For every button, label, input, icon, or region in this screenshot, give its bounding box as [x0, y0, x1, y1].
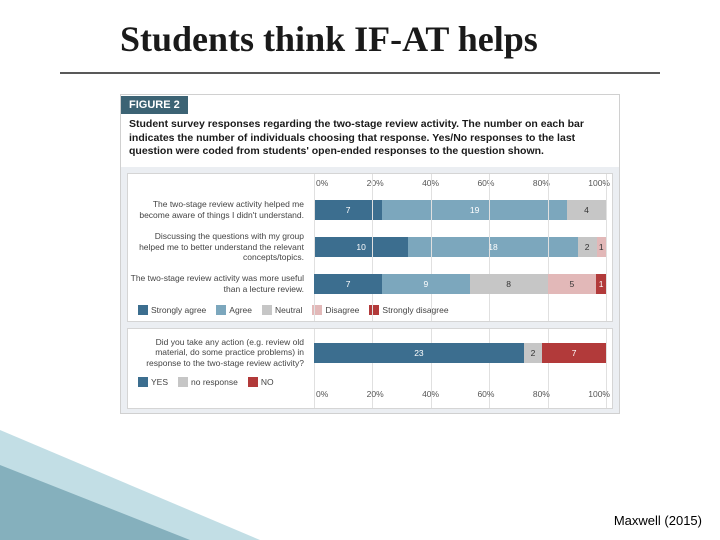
bar-segment-agree: 9	[382, 274, 470, 294]
axis-tick: 0%	[316, 178, 328, 188]
figure-caption: Student survey responses regarding the t…	[121, 114, 619, 167]
axis-top-1: 0% 20% 40% 60% 80% 100%	[128, 178, 612, 193]
axis-tick: 80%	[533, 389, 550, 399]
bar-segment-disagree: 1	[597, 237, 606, 257]
bar-segment-strongly_agree: 10	[314, 237, 408, 257]
axis-tick: 40%	[422, 178, 439, 188]
bar-track: 7194	[314, 200, 606, 220]
legend-1: Strongly agree Agree Neutral Disagree Strong…	[128, 301, 612, 317]
bar-segment-no_response: 2	[524, 343, 542, 363]
axis-tick: 60%	[477, 389, 494, 399]
figure-header: FIGURE 2	[121, 96, 188, 114]
legend-label: Strongly agree	[151, 305, 206, 315]
bar-segment-strongly_disagree: 1	[596, 274, 606, 294]
chart-panel-2: Did you take any action (e.g. review old…	[127, 328, 613, 409]
bar-track: 2327	[314, 343, 606, 363]
legend-item-no_response: no response	[178, 377, 238, 387]
bar-segment-neutral: 8	[470, 274, 548, 294]
bar-segment-agree: 18	[408, 237, 578, 257]
bar-label: Did you take any action (e.g. review old…	[128, 337, 314, 369]
legend-label: YES	[151, 377, 168, 387]
legend-label: Neutral	[275, 305, 302, 315]
bar-row: The two-stage review activity was more u…	[128, 267, 612, 301]
bar-row: Discussing the questions with my group h…	[128, 227, 612, 267]
bar-label: The two-stage review activity helped me …	[128, 199, 314, 220]
legend-item-disagree: Disagree	[312, 305, 359, 315]
legend-label: no response	[191, 377, 238, 387]
decorative-triangle	[0, 465, 190, 540]
bar-segment-disagree: 5	[548, 274, 597, 294]
bar-segment-yes: 23	[314, 343, 524, 363]
axis-bottom-2: 0% 20% 40% 60% 80% 100%	[128, 389, 612, 404]
title-underline	[60, 72, 660, 74]
legend-label: Strongly disagree	[382, 305, 448, 315]
legend-swatch	[216, 305, 226, 315]
bar-label: The two-stage review activity was more u…	[128, 273, 314, 294]
bar-row: Did you take any action (e.g. review old…	[128, 333, 612, 373]
chart-panel-1: 0% 20% 40% 60% 80% 100% The two-stage review …	[127, 173, 613, 322]
legend-item-neutral: Neutral	[262, 305, 302, 315]
axis-tick: 0%	[316, 389, 328, 399]
axis-tick: 60%	[477, 178, 494, 188]
legend-label: NO	[261, 377, 274, 387]
legend-swatch	[138, 305, 148, 315]
axis-tick: 100%	[588, 178, 610, 188]
bar-segment-neutral: 4	[567, 200, 606, 220]
axis-tick: 80%	[533, 178, 550, 188]
figure-header-row: FIGURE 2	[121, 95, 619, 114]
bar-segment-no: 7	[542, 343, 606, 363]
legend-2: YES no response NO	[128, 373, 612, 389]
legend-label: Agree	[229, 305, 252, 315]
bar-label: Discussing the questions with my group h…	[128, 231, 314, 263]
bar-track: 101821	[314, 237, 606, 257]
figure-container: FIGURE 2 Student survey responses regard…	[120, 94, 620, 414]
slide-title: Students think IF-AT helps	[120, 18, 538, 60]
legend-item-agree: Agree	[216, 305, 252, 315]
legend-item-strongly_disagree: Strongly disagree	[369, 305, 448, 315]
citation: Maxwell (2015)	[614, 513, 702, 528]
legend-swatch	[312, 305, 322, 315]
legend-label: Disagree	[325, 305, 359, 315]
axis-tick: 20%	[367, 389, 384, 399]
legend-swatch	[138, 377, 148, 387]
legend-item-strongly_agree: Strongly agree	[138, 305, 206, 315]
bar-segment-strongly_agree: 7	[314, 200, 382, 220]
axis-tick: 40%	[422, 389, 439, 399]
axis-tick: 100%	[588, 389, 610, 399]
bar-segment-neutral: 2	[578, 237, 597, 257]
legend-swatch	[262, 305, 272, 315]
bar-segment-agree: 19	[382, 200, 567, 220]
legend-item-yes: YES	[138, 377, 168, 387]
legend-swatch	[248, 377, 258, 387]
legend-item-no: NO	[248, 377, 274, 387]
bar-track: 79851	[314, 274, 606, 294]
legend-swatch	[369, 305, 379, 315]
bar-row: The two-stage review activity helped me …	[128, 193, 612, 227]
legend-swatch	[178, 377, 188, 387]
bar-segment-strongly_agree: 7	[314, 274, 382, 294]
axis-tick: 20%	[367, 178, 384, 188]
chart-area: 0%20%40%60%80%100% The two-stage review …	[121, 167, 619, 413]
